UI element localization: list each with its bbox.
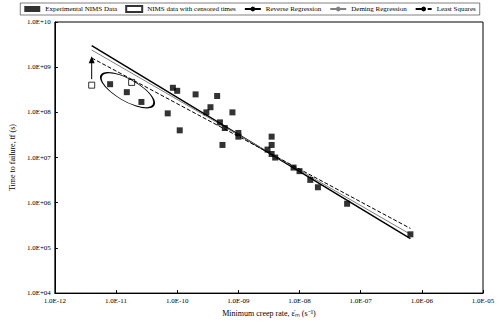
svg-text:1.0E-08: 1.0E-08 (288, 297, 311, 305)
svg-text:1.0E+05: 1.0E+05 (27, 244, 51, 252)
svg-text:1.0E-09: 1.0E-09 (227, 297, 250, 305)
svg-text:Minimum creep rate, ε̇ₘ (s⁻¹): Minimum creep rate, ε̇ₘ (s⁻¹) (222, 309, 316, 318)
svg-text:Experimental NIMS Data: Experimental NIMS Data (45, 5, 118, 13)
svg-text:1.0E+06: 1.0E+06 (27, 199, 51, 207)
svg-text:1.0E-06: 1.0E-06 (411, 297, 434, 305)
svg-text:1.0E+08: 1.0E+08 (27, 108, 51, 116)
svg-text:1.0E+07: 1.0E+07 (27, 154, 51, 162)
svg-text:1.0E-12: 1.0E-12 (44, 297, 67, 305)
svg-text:1.0E-07: 1.0E-07 (349, 297, 372, 305)
svg-text:Time to failure, tf (s): Time to failure, tf (s) (8, 124, 17, 191)
svg-text:Reverse Regression: Reverse Regression (266, 5, 322, 13)
svg-text:1.0E-10: 1.0E-10 (166, 297, 189, 305)
svg-text:1.0E+04: 1.0E+04 (26, 289, 51, 298)
svg-text:Deming Regression: Deming Regression (351, 5, 407, 13)
svg-text:1.0E-05: 1.0E-05 (472, 297, 495, 305)
svg-text:1.0E+10: 1.0E+10 (27, 18, 51, 26)
svg-text:1.0E-11: 1.0E-11 (105, 297, 128, 305)
svg-text:NIMS data with censored times: NIMS data with censored times (147, 5, 236, 13)
svg-text:Least Squares: Least Squares (437, 5, 476, 13)
svg-text:1.0E+09: 1.0E+09 (27, 63, 51, 71)
